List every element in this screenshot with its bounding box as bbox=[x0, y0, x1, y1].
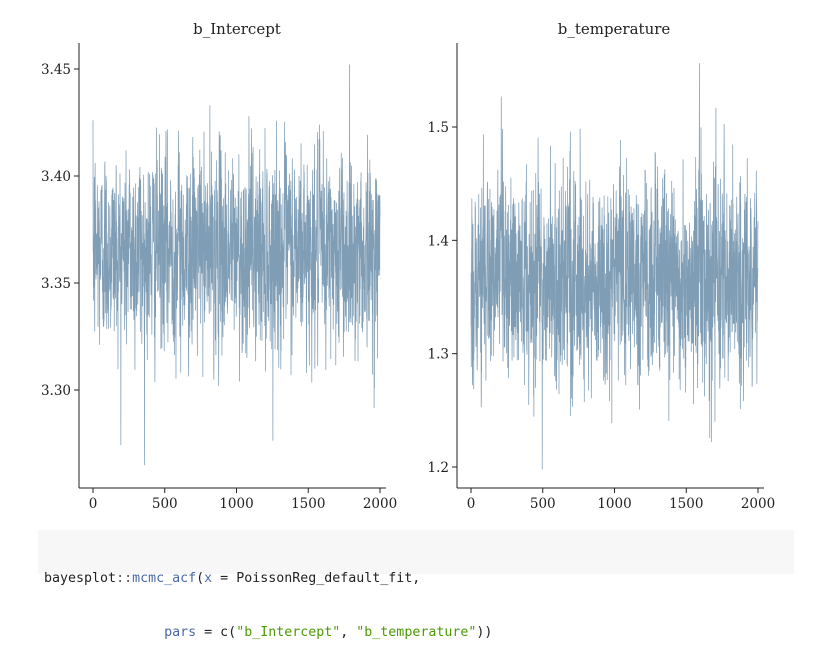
x-tick-label: 1000 bbox=[597, 496, 631, 512]
trace-panel-b-intercept: b_Intercept 3.30 3.35 3.40 3.45 0 500 1000 1500 2… bbox=[41, 20, 397, 512]
code-close-parens: )) bbox=[476, 625, 493, 640]
x-tick-label: 0 bbox=[467, 496, 476, 512]
code-arg-value: PoissonReg_default_fit, bbox=[236, 571, 421, 586]
code-namespace-sep: :: bbox=[116, 571, 133, 586]
y-tick-label: 1.2 bbox=[428, 460, 449, 476]
code-package: bayesplot bbox=[44, 571, 117, 586]
code-line-2: pars = c("b_Intercept", "b_temperature")… bbox=[44, 624, 788, 642]
x-tick-label: 500 bbox=[530, 496, 556, 512]
x-tick-label: 500 bbox=[152, 496, 178, 512]
x-tick-label: 1000 bbox=[219, 496, 253, 512]
trace-series-line bbox=[470, 63, 759, 470]
chart-title: b_Intercept bbox=[193, 20, 281, 38]
code-equals: = bbox=[196, 625, 221, 640]
code-line-1: bayesplot::mcmc_acf(x = PoissonReg_defau… bbox=[44, 570, 788, 588]
code-paren: ( bbox=[196, 571, 205, 586]
x-tick-label: 2000 bbox=[363, 496, 397, 512]
code-indent bbox=[44, 625, 164, 640]
trace-series-line bbox=[92, 64, 381, 466]
chart-title: b_temperature bbox=[558, 20, 671, 38]
code-equals: = bbox=[212, 571, 237, 586]
y-tick-label: 3.30 bbox=[41, 383, 71, 399]
y-tick-label: 1.5 bbox=[428, 120, 449, 136]
code-function-name: mcmc_acf bbox=[132, 571, 197, 586]
code-arg-pars: pars bbox=[164, 625, 197, 640]
y-tick-label: 1.4 bbox=[428, 233, 449, 249]
code-block: bayesplot::mcmc_acf(x = PoissonReg_defau… bbox=[38, 530, 794, 640]
code-string-temperature: "b_temperature" bbox=[356, 625, 477, 640]
code-paren: ( bbox=[228, 625, 237, 640]
trace-panel-b-temperature: b_temperature 1.2 1.3 1.4 1.5 0 500 1000 1500 200… bbox=[428, 20, 776, 512]
code-comma: , bbox=[340, 625, 357, 640]
x-tick-label: 2000 bbox=[741, 496, 775, 512]
trace-plots: b_Intercept 3.30 3.35 3.40 3.45 0 500 1000 1500 2… bbox=[41, 20, 776, 512]
code-string-intercept: "b_Intercept" bbox=[236, 625, 341, 640]
code-arg-x: x bbox=[204, 571, 213, 586]
y-tick-label: 3.35 bbox=[41, 276, 71, 292]
code-function-c: c bbox=[220, 625, 229, 640]
y-tick-label: 3.45 bbox=[41, 62, 71, 78]
x-tick-label: 1500 bbox=[291, 496, 325, 512]
y-tick-label: 3.40 bbox=[41, 169, 71, 185]
x-tick-label: 0 bbox=[89, 496, 98, 512]
x-tick-label: 1500 bbox=[669, 496, 703, 512]
y-tick-label: 1.3 bbox=[428, 347, 449, 363]
